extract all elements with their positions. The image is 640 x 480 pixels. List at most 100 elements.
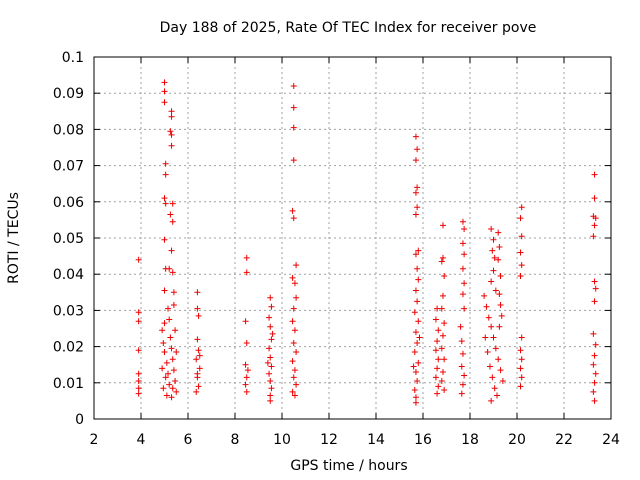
data-point bbox=[498, 312, 505, 319]
data-point bbox=[267, 294, 274, 301]
x-tick-label: 6 bbox=[184, 432, 193, 448]
data-point bbox=[518, 334, 525, 341]
data-point bbox=[161, 79, 168, 86]
data-point bbox=[488, 225, 495, 232]
x-tick-label: 8 bbox=[231, 432, 240, 448]
data-point bbox=[517, 383, 524, 390]
data-point bbox=[291, 392, 298, 399]
data-point bbox=[488, 278, 495, 285]
data-point bbox=[243, 254, 250, 261]
data-point bbox=[438, 345, 445, 352]
data-point bbox=[415, 318, 422, 325]
data-point bbox=[196, 365, 203, 372]
data-point bbox=[135, 256, 142, 263]
y-tick-label: 0.03 bbox=[53, 303, 84, 319]
data-point bbox=[459, 350, 466, 357]
data-point bbox=[169, 218, 176, 225]
data-point bbox=[412, 133, 419, 140]
data-point bbox=[459, 291, 466, 298]
data-point bbox=[193, 388, 200, 395]
data-point bbox=[489, 247, 496, 254]
data-point bbox=[135, 370, 142, 377]
data-point bbox=[169, 269, 176, 276]
data-point bbox=[435, 383, 442, 390]
data-point bbox=[169, 200, 176, 207]
data-point bbox=[411, 309, 418, 316]
data-point bbox=[488, 397, 495, 404]
data-point bbox=[166, 381, 173, 388]
data-point bbox=[290, 374, 297, 381]
data-point bbox=[414, 377, 421, 384]
data-point bbox=[289, 207, 296, 214]
data-point bbox=[196, 352, 203, 359]
data-point bbox=[242, 381, 249, 388]
data-point bbox=[163, 359, 170, 366]
data-point bbox=[592, 341, 599, 348]
data-point bbox=[438, 258, 445, 265]
data-point bbox=[496, 323, 503, 330]
data-point bbox=[412, 399, 419, 406]
data-point bbox=[590, 388, 597, 395]
data-point bbox=[518, 356, 525, 363]
x-tick-label: 4 bbox=[137, 432, 146, 448]
data-point bbox=[166, 265, 173, 272]
data-point bbox=[461, 225, 468, 232]
data-point bbox=[412, 368, 419, 375]
data-point bbox=[491, 254, 498, 261]
data-point bbox=[194, 370, 201, 377]
data-point bbox=[415, 359, 422, 366]
data-point bbox=[439, 222, 446, 229]
data-point bbox=[293, 262, 300, 269]
data-point bbox=[517, 273, 524, 280]
data-point bbox=[162, 200, 169, 207]
data-point bbox=[268, 363, 275, 370]
data-point bbox=[165, 305, 172, 312]
data-point bbox=[135, 309, 142, 316]
data-point bbox=[488, 323, 495, 330]
data-point bbox=[167, 128, 174, 135]
data-point bbox=[517, 215, 524, 222]
data-point bbox=[518, 233, 525, 240]
data-point bbox=[459, 240, 466, 247]
data-point bbox=[412, 287, 419, 294]
data-point bbox=[461, 280, 468, 287]
data-point bbox=[161, 287, 168, 294]
x-tick-label: 16 bbox=[414, 432, 432, 448]
data-point bbox=[411, 387, 418, 394]
data-point bbox=[167, 211, 174, 218]
data-point bbox=[495, 229, 502, 236]
data-point bbox=[416, 334, 423, 341]
data-point bbox=[290, 124, 297, 131]
data-point bbox=[135, 390, 142, 397]
data-point bbox=[163, 392, 170, 399]
data-point bbox=[441, 387, 448, 394]
data-point bbox=[497, 273, 504, 280]
data-point bbox=[267, 397, 274, 404]
data-point bbox=[161, 99, 168, 106]
data-point bbox=[435, 327, 442, 334]
y-tick-label: 0.1 bbox=[62, 50, 84, 66]
data-point bbox=[489, 374, 496, 381]
data-point bbox=[168, 142, 175, 149]
x-tick-label: 14 bbox=[367, 432, 385, 448]
data-point bbox=[291, 367, 298, 374]
data-point bbox=[161, 195, 168, 202]
data-point bbox=[290, 339, 297, 346]
y-tick-label: 0.08 bbox=[53, 122, 84, 138]
data-point bbox=[496, 291, 503, 298]
data-point bbox=[441, 356, 448, 363]
data-point bbox=[517, 347, 524, 354]
data-point bbox=[412, 157, 419, 164]
data-point bbox=[159, 365, 166, 372]
data-point bbox=[591, 195, 598, 202]
data-point bbox=[414, 265, 421, 272]
data-point bbox=[267, 323, 274, 330]
data-point bbox=[268, 336, 275, 343]
data-point bbox=[289, 388, 296, 395]
data-point bbox=[458, 338, 465, 345]
data-point bbox=[492, 287, 499, 294]
data-point bbox=[195, 383, 202, 390]
data-point bbox=[518, 204, 525, 211]
data-point bbox=[173, 388, 180, 395]
